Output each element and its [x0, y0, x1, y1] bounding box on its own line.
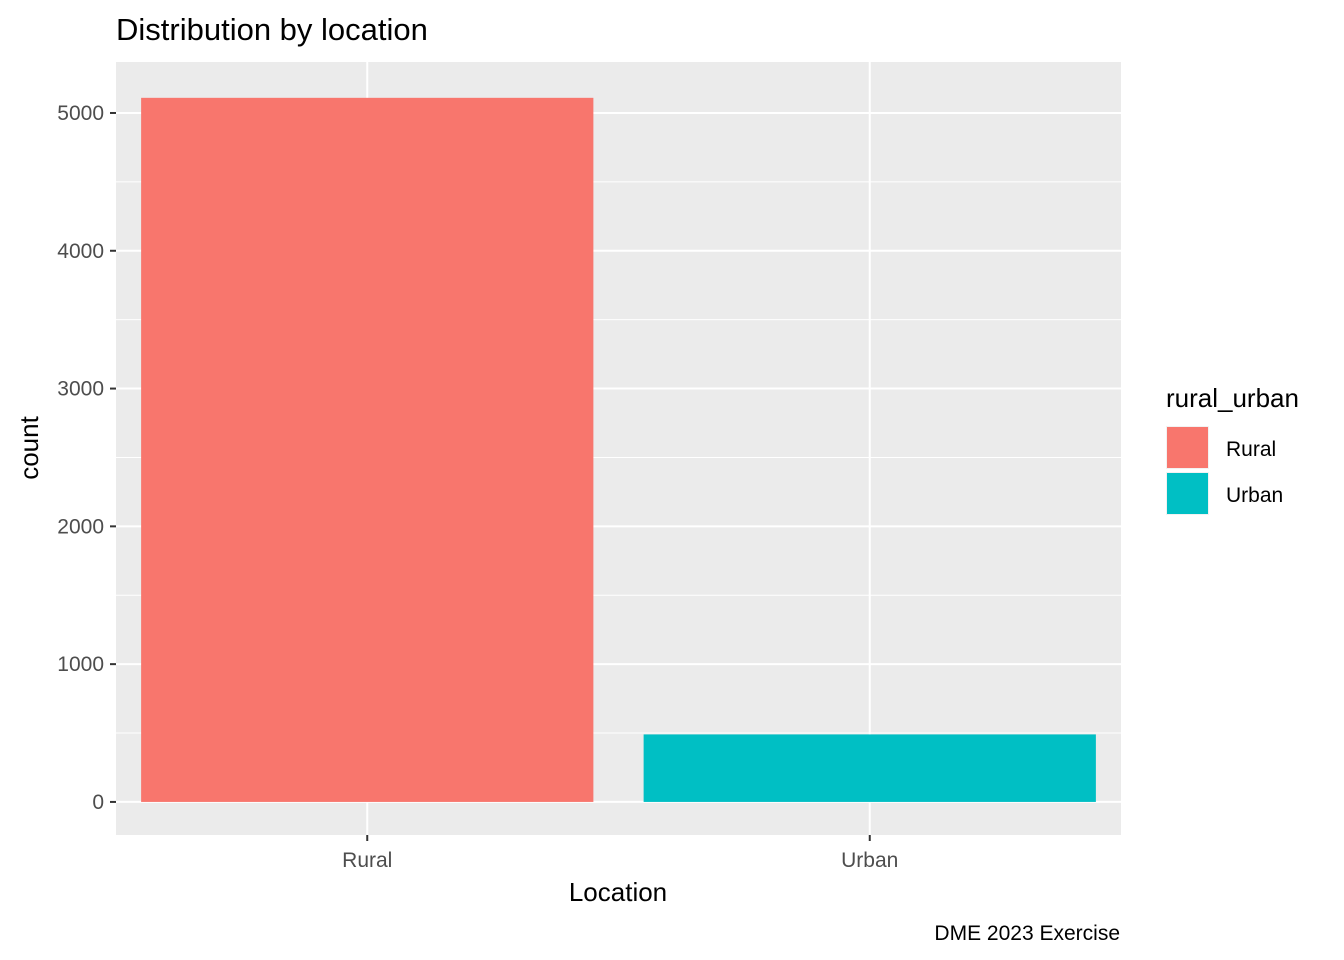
- y-tick-label: 4000: [57, 240, 104, 263]
- chart-title: Distribution by location: [116, 12, 428, 47]
- x-axis: Rural Urban: [342, 835, 898, 872]
- x-axis-title: Location: [569, 877, 667, 907]
- legend-swatch-rural: [1167, 427, 1208, 468]
- y-tick-label: 0: [92, 791, 104, 814]
- x-tick-label: Urban: [841, 849, 898, 872]
- x-tick-label: Rural: [342, 849, 392, 872]
- legend-label-rural: Rural: [1226, 438, 1276, 461]
- bar-urban: [643, 734, 1096, 802]
- chart-caption: DME 2023 Exercise: [934, 922, 1120, 945]
- y-axis-title: count: [14, 415, 44, 479]
- bars: [141, 97, 1096, 802]
- legend-label-urban: Urban: [1226, 484, 1283, 507]
- y-tick-label: 2000: [57, 515, 104, 538]
- y-axis: 0 1000 2000 3000 4000 5000: [57, 102, 116, 814]
- legend-title: rural_urban: [1166, 383, 1299, 413]
- y-tick-label: 3000: [57, 378, 104, 401]
- legend: rural_urban Rural Urban: [1166, 383, 1299, 515]
- bar-rural: [141, 97, 594, 802]
- y-tick-label: 5000: [57, 102, 104, 125]
- legend-swatch-urban: [1167, 473, 1208, 514]
- y-tick-label: 1000: [57, 653, 104, 676]
